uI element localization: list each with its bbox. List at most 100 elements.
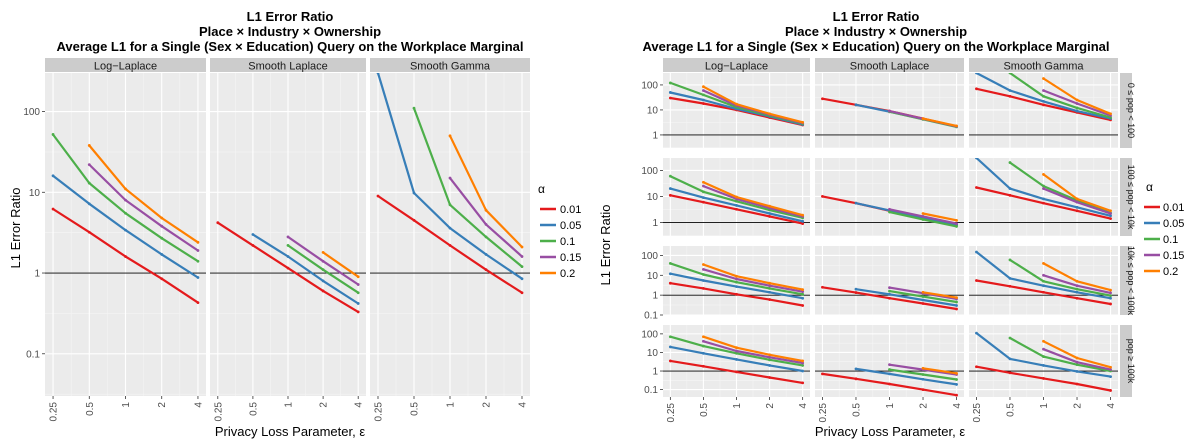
right-r2-c3-point-0.01 [1042,201,1045,205]
left-panel-1-point-0.01 [51,207,55,211]
right-r1-c3-series-0.1 [1009,73,1111,119]
right-r2-c3-point-0.2 [1075,197,1079,201]
right-r3-c3-series-0.1 [1009,258,1111,297]
right-r2-c3-point-0.1 [1042,184,1045,188]
right-r2-c1-point-0.01 [702,200,705,204]
right-r4-c1-point-0.05 [668,345,672,349]
left-panel-1-point-0.2 [87,144,91,147]
right-title-line-1: L1 Error Ratio [833,9,920,24]
right-r3-c1-point-0.2 [735,274,738,278]
right-r2-c2-point-0.1 [955,225,958,228]
left-panel-2-point-0.15 [356,283,360,286]
right-r4-c2-x-tick-label: 4 [952,403,963,409]
right-r4-c3-series-0.1 [1009,337,1111,373]
left-title-line-3: Average L1 for a Single (Sex × Education… [56,39,523,54]
right-r2-c1-point-0.2 [768,204,771,208]
right-r4-c3-point-0.05 [975,331,978,335]
right-r4-c1-y-tick-label: 10 [647,348,659,359]
left-panel-1-series-0.2 [88,144,199,244]
right-r3-c3-row-strip-label: 10k ≤ pop < 100k [1126,246,1136,316]
right-r1-c1-point-0.2 [801,120,805,124]
right-r4-c1-point-0.01 [735,370,738,374]
left-panel-3-x-tick-label: 0.5 [410,402,421,416]
right-r2-c1-point-0.05 [735,204,738,207]
left-panel-3-x-tick-label: 0.25 [374,402,385,422]
right-r3-c3-point-0.1 [1008,258,1012,262]
right-r4-c1-y-tick-label: 100 [641,329,658,340]
right-legend-label-0.05: 0.05 [1163,218,1184,230]
right-r1-c3-point-0.1 [1075,106,1079,110]
left-panel-2-point-0.1 [356,291,360,295]
right-r4-c2-point-0.01 [888,382,891,386]
right-r3-c1-point-0.1 [768,286,771,290]
right-r4-c2-point-0.15 [888,363,891,367]
right-r4-c3-point-0.2 [1042,339,1045,343]
right-r2-c3-point-0.1 [1008,161,1012,164]
right-r3-c1-point-0.15 [768,284,771,288]
left-panel-3-point-0.01 [412,218,416,222]
right-r3-c2-point-0.05 [921,298,925,302]
right-r4-c3-point-0.1 [1075,363,1079,367]
left-panel-1-y-tick-label: 1 [34,269,40,280]
left-panel-2-point-0.1 [286,243,290,247]
right-r1-c1-point-0.05 [702,98,705,102]
right-r3-c1-point-0.2 [702,263,705,266]
right-r4-c3-x-tick-label: 4 [1106,403,1117,409]
right-r3-c3-point-0.01 [1109,302,1112,306]
right-r3-c3-point-0.01 [1075,296,1079,300]
right-r4-c1-point-0.2 [735,346,738,350]
right-r3-c1-point-0.05 [768,290,771,294]
right-r2-c1-point-0.2 [735,195,738,199]
right-r2-c1-series-group [668,174,805,225]
right-r4-c2-point-0.1 [955,378,958,381]
left-panel-3-point-0.05 [412,191,416,195]
right-r2-c2-series-0.05 [855,202,957,226]
right-r1-c2-series-group [821,97,958,129]
right-r2-c1-point-0.05 [668,187,672,190]
right-r3-c1-y-tick-label: 1 [652,291,658,302]
left-panel-3-series-group [376,73,524,295]
left-panel-1-strip-label: Log−Laplace [94,61,157,73]
left-panel-2-strip [210,58,366,72]
right-r4-c1-point-0.15 [801,361,805,365]
right-r3-c3-row-strip [1120,246,1132,315]
right-r2-c1-series-0.2 [702,181,803,217]
right-r2-c2-point-0.05 [854,201,858,205]
left-panel-1-x-tick-label: 2 [157,402,168,408]
right-r4-c2-series-group [821,363,958,397]
left-panel-2-point-0.1 [321,268,325,272]
right-r3-c2-point-0.05 [888,292,891,296]
right-r1-c2-point-0.2 [921,117,925,120]
right-r2-c1-point-0.01 [768,215,771,218]
right-r2-c1-point-0.05 [768,212,771,215]
left-panel-3-point-0.1 [412,106,416,110]
left-panel-3-point-0.05 [376,73,380,75]
right-r4-c2-x-tick-label: 0.25 [818,403,829,423]
right-r2-c3-point-0.05 [1109,214,1112,218]
right-r4-c2-point-0.1 [888,368,891,371]
left-panel-3-point-0.2 [448,134,452,138]
right-legend-label-0.2: 0.2 [1163,266,1178,278]
right-r4-c1-point-0.05 [702,351,705,355]
right-r4-c2-point-0.1 [921,373,925,376]
left-panel-1-point-0.1 [87,181,91,185]
left-panel-3-series-0.1 [412,107,523,268]
right-r3-c1-point-0.01 [702,286,705,290]
right-r4-c2-point-0.05 [854,367,858,371]
right-r3-c1-point-0.15 [735,277,738,281]
left-panel-1-x-tick-label: 1 [121,402,132,408]
left-panel-1-point-0.05 [196,276,200,279]
right-r1-c1-point-0.2 [702,85,705,89]
right-r3-c3-point-0.1 [1109,294,1112,297]
left-panel-2-series-0.05 [252,233,359,305]
left-panel-2-point-0.05 [251,233,255,236]
right-r2-c1-y-tick-label: 1 [652,218,658,229]
right-r4-c1-point-0.1 [735,351,738,355]
left-panel-2-point-0.15 [286,235,290,239]
right-r4-c1-series-group [668,335,805,385]
right-r3-c2-series-group [821,285,958,311]
left-panel-2-x-tick-label: 0.25 [213,402,224,422]
right-r2-c2-point-0.15 [888,207,891,211]
right-r1-c3-point-0.2 [1042,77,1045,80]
